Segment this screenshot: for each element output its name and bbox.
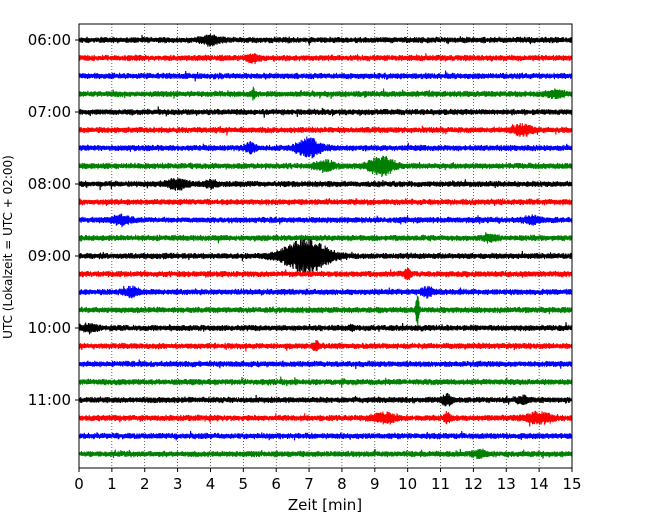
x-tick-label-9: 9 — [370, 475, 380, 493]
x-tick-label-3: 3 — [173, 475, 183, 493]
trace-0600 — [78, 33, 573, 47]
trace-0745 — [78, 155, 573, 177]
x-tick-label-11: 11 — [431, 475, 450, 493]
x-tick-label-4: 4 — [206, 475, 216, 493]
seismic-traces — [78, 33, 573, 459]
trace-0700 — [78, 106, 573, 118]
trace-1130 — [78, 430, 573, 441]
y-tick-label-4: 10:00 — [28, 319, 71, 337]
x-tick-label-1: 1 — [107, 475, 117, 493]
trace-0815 — [78, 198, 573, 207]
trace-1015 — [78, 340, 573, 352]
y-tick-label-0: 06:00 — [28, 31, 71, 49]
trace-0900 — [78, 238, 573, 275]
y-axis-label: UTC (Lokalzeit = UTC + 02:00) — [1, 155, 15, 339]
x-tick-label-0: 0 — [74, 475, 84, 493]
x-axis-label: Zeit [min] — [288, 496, 362, 514]
trace-0715 — [78, 123, 573, 137]
x-tick-label-5: 5 — [239, 475, 249, 493]
x-tick-label-6: 6 — [271, 475, 281, 493]
y-tick-label-5: 11:00 — [28, 391, 71, 409]
y-tick-label-2: 08:00 — [28, 175, 71, 193]
x-tick-label-2: 2 — [140, 475, 150, 493]
trace-0730 — [78, 136, 573, 159]
trace-0915 — [78, 267, 573, 281]
x-axis-ticks: 0 1 2 3 4 5 6 7 8 9 10 11 12 13 14 15 — [74, 468, 582, 493]
trace-0630 — [78, 70, 573, 82]
x-tick-label-10: 10 — [398, 475, 417, 493]
trace-1115 — [78, 410, 573, 427]
trace-1045 — [78, 376, 573, 388]
trace-0945 — [78, 295, 573, 327]
y-tick-label-3: 09:00 — [28, 247, 71, 265]
trace-0830 — [78, 213, 573, 228]
y-tick-label-1: 07:00 — [28, 103, 71, 121]
plot-frame — [78, 23, 573, 469]
trace-0645 — [78, 86, 573, 101]
trace-1145 — [78, 448, 573, 459]
y-axis-ticks: 06:00 07:00 08:00 09:00 10:00 11:00 — [28, 31, 79, 409]
trace-1000 — [78, 322, 573, 335]
trace-1030 — [78, 359, 573, 370]
trace-0845 — [78, 232, 573, 244]
x-tick-label-13: 13 — [497, 475, 516, 493]
x-tick-label-15: 15 — [562, 475, 581, 493]
x-tick-label-14: 14 — [530, 475, 549, 493]
trace-0800 — [78, 177, 573, 191]
x-tick-label-8: 8 — [337, 475, 347, 493]
x-tick-label-12: 12 — [464, 475, 483, 493]
x-tick-label-7: 7 — [304, 475, 314, 493]
trace-1100 — [78, 393, 573, 407]
trace-0615 — [78, 53, 573, 64]
trace-0930 — [78, 285, 573, 299]
